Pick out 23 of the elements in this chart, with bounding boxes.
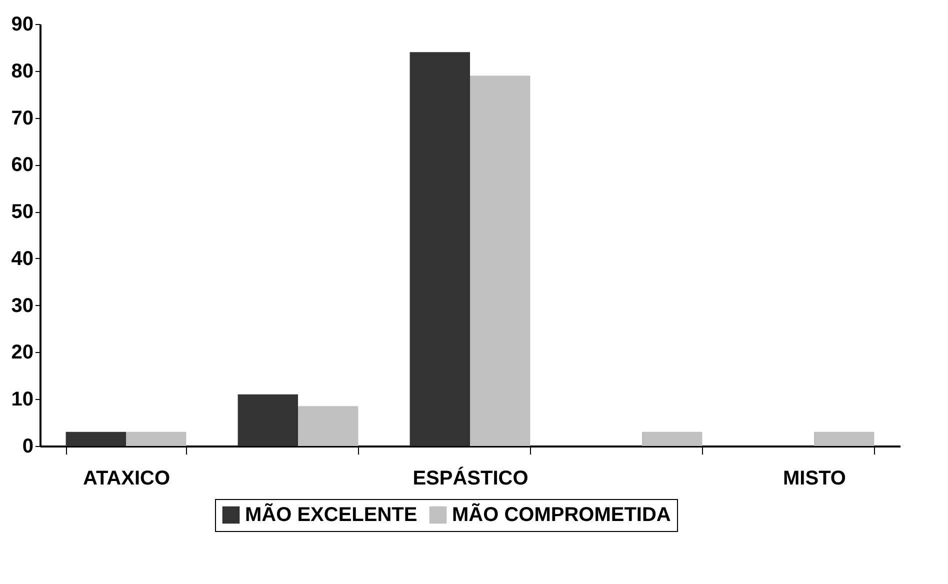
bar [410, 52, 470, 446]
legend-label: MÃO COMPROMETIDA [452, 503, 671, 526]
bar [298, 406, 358, 446]
y-tick-label: 80 [11, 60, 34, 82]
y-tick-label: 40 [11, 248, 34, 270]
y-tick-label: 10 [11, 388, 34, 411]
x-tick-label: MISTO [783, 468, 846, 490]
bar [470, 76, 530, 446]
y-tick-label: 90 [11, 14, 34, 36]
y-tick-label: 70 [11, 107, 34, 130]
bar [238, 394, 298, 446]
bar [814, 432, 874, 446]
bar [642, 432, 702, 446]
x-tick-label: ESPÁSTICO [412, 466, 528, 490]
legend-label: MÃO EXCELENTE [245, 503, 418, 526]
x-tick-label: ATAXICO [82, 468, 170, 490]
bar [126, 432, 186, 446]
y-tick-label: 0 [22, 436, 34, 458]
y-tick-label: 50 [11, 201, 34, 224]
y-tick-label: 30 [11, 294, 34, 317]
y-tick-label: 20 [11, 342, 34, 364]
bar [66, 432, 126, 446]
y-tick-label: 60 [11, 154, 34, 176]
